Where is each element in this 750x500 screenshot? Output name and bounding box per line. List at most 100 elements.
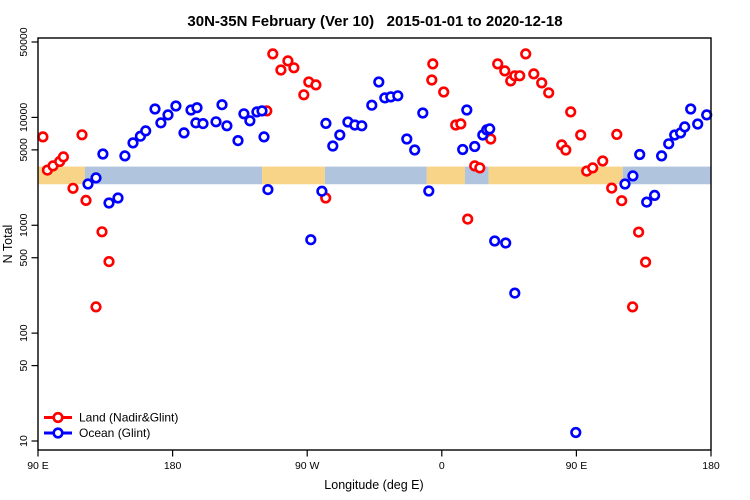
data-point xyxy=(597,155,609,167)
band-segment-land xyxy=(262,166,325,185)
data-point xyxy=(401,133,413,145)
data-point xyxy=(426,74,438,86)
data-point xyxy=(149,103,161,115)
y-tick-label: 500 xyxy=(18,249,30,267)
data-point xyxy=(500,237,512,249)
band-segment-land xyxy=(488,166,623,185)
x-tick-label: 90 E xyxy=(566,460,588,472)
data-point xyxy=(457,143,469,156)
data-point xyxy=(679,121,691,133)
data-point xyxy=(262,184,274,196)
data-point xyxy=(543,87,555,99)
x-axis-title: Longitude (deg E) xyxy=(324,478,423,492)
data-point xyxy=(282,55,294,67)
data-point xyxy=(392,90,404,102)
data-point xyxy=(641,196,653,208)
x-axis-ticks: 90 E 180 90 W 0 90 E 180 xyxy=(27,450,720,472)
data-point xyxy=(216,99,228,111)
y-tick-label: 50000 xyxy=(18,27,30,56)
x-tick-label: 180 xyxy=(702,460,720,472)
y-tick-label: 10000 xyxy=(18,103,30,132)
data-point xyxy=(316,185,328,197)
data-points xyxy=(37,48,713,439)
land-ocean-band xyxy=(38,166,711,185)
data-point xyxy=(232,135,244,147)
data-point xyxy=(267,48,279,60)
data-point xyxy=(155,117,167,129)
data-point xyxy=(499,65,511,77)
legend-marker-ocean xyxy=(52,427,64,439)
data-point xyxy=(76,129,88,141)
data-point xyxy=(484,123,496,135)
legend-marker-land xyxy=(52,411,64,424)
data-point xyxy=(423,185,435,197)
data-point xyxy=(67,182,79,194)
data-point xyxy=(178,127,190,139)
data-point xyxy=(320,117,332,129)
data-point xyxy=(469,140,481,153)
data-point xyxy=(417,107,429,119)
data-point xyxy=(103,197,115,209)
data-point xyxy=(663,138,675,150)
data-point xyxy=(334,129,346,141)
data-point xyxy=(616,195,628,207)
data-point xyxy=(575,129,587,141)
band-segment-ocean xyxy=(84,166,263,185)
x-tick-label: 180 xyxy=(164,460,182,472)
data-point xyxy=(626,301,639,313)
data-point xyxy=(197,117,209,130)
data-point xyxy=(685,103,697,115)
data-point xyxy=(528,68,540,80)
data-point xyxy=(162,109,174,121)
data-point xyxy=(37,131,49,143)
data-point xyxy=(305,234,317,246)
data-point xyxy=(275,64,287,76)
data-point xyxy=(140,125,152,137)
data-point xyxy=(692,118,704,130)
chart-title: 30N-35N February (Ver 10) 2015-01-01 to … xyxy=(187,13,563,30)
band-segment-ocean xyxy=(324,166,427,185)
data-point xyxy=(373,76,385,88)
data-point xyxy=(536,77,548,89)
y-tick-label: 100 xyxy=(18,324,30,342)
data-point xyxy=(509,287,521,299)
data-point xyxy=(514,70,526,82)
y-tick-label: 1000 xyxy=(18,213,30,237)
data-point xyxy=(619,178,631,190)
data-point xyxy=(310,79,322,91)
data-point xyxy=(632,226,645,238)
data-point xyxy=(560,144,572,156)
y-axis-ticks: 10 50 100 500 1000 5000 10000 50000 xyxy=(18,27,38,447)
data-point xyxy=(258,131,270,143)
data-point xyxy=(606,182,618,194)
legend-label-ocean: Ocean (Glint) xyxy=(79,426,150,440)
data-point xyxy=(191,102,203,114)
data-point xyxy=(366,99,378,111)
data-point xyxy=(587,162,599,174)
data-point xyxy=(565,106,577,118)
data-point xyxy=(648,189,661,201)
series-land xyxy=(37,48,652,313)
data-point xyxy=(298,89,310,101)
y-tick-label: 10 xyxy=(18,435,30,447)
data-point xyxy=(492,58,504,70)
data-point xyxy=(356,120,368,132)
data-point xyxy=(489,235,501,247)
data-point xyxy=(221,120,233,132)
data-point xyxy=(634,148,646,161)
data-point xyxy=(244,115,256,127)
data-point xyxy=(701,109,713,121)
data-point xyxy=(627,170,639,182)
data-point xyxy=(570,426,582,439)
data-point xyxy=(96,226,108,238)
x-tick-label: 90 E xyxy=(27,460,49,472)
data-point xyxy=(170,100,182,112)
data-point xyxy=(455,118,467,130)
band-segment-ocean xyxy=(622,166,711,185)
data-point xyxy=(238,108,250,120)
series-ocean xyxy=(82,76,713,439)
x-tick-label: 90 W xyxy=(295,460,320,472)
legend-label-land: Land (Nadir&Glint) xyxy=(79,411,178,425)
